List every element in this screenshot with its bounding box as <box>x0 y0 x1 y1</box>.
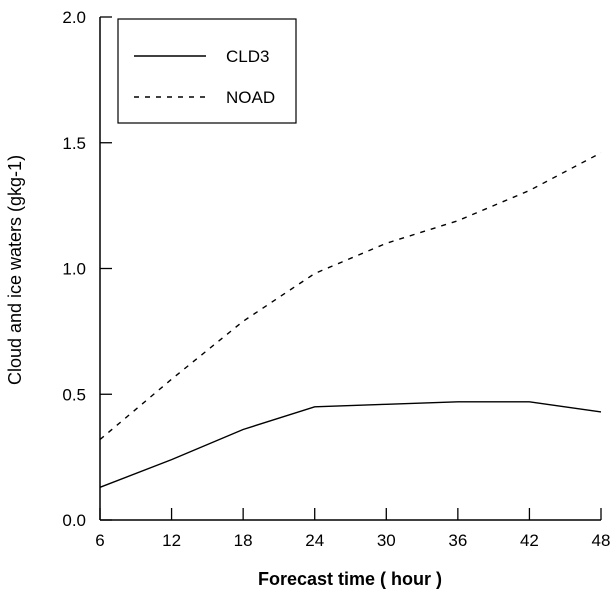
x-tick-label: 30 <box>377 531 396 550</box>
data-point-cld3 <box>385 404 387 406</box>
data-point-noad <box>385 243 387 245</box>
legend: CLD3 NOAD <box>117 18 297 124</box>
y-tick-label: 1.5 <box>62 134 86 153</box>
data-point-cld3 <box>242 429 244 431</box>
series-layer <box>99 152 602 488</box>
y-axis-ticks: 0.0 0.5 1.0 1.5 2.0 <box>62 8 112 530</box>
x-tick-label: 6 <box>95 531 104 550</box>
y-tick-label: 0.5 <box>62 385 86 404</box>
data-point-cld3 <box>171 459 173 461</box>
x-tick-label: 12 <box>162 531 181 550</box>
y-tick-label: 2.0 <box>62 8 86 27</box>
x-tick-label: 18 <box>234 531 253 550</box>
x-tick-label: 24 <box>305 531 324 550</box>
x-axis-title: Forecast time ( hour ) <box>258 569 442 589</box>
x-tick-label: 36 <box>448 531 467 550</box>
data-point-cld3 <box>314 406 316 408</box>
y-tick-label: 1.0 <box>62 260 86 279</box>
data-point-cld3 <box>99 487 101 489</box>
x-tick-label: 48 <box>592 531 611 550</box>
data-point-cld3 <box>457 401 459 403</box>
x-axis-ticks: 6 12 18 24 30 36 42 48 <box>95 508 610 550</box>
data-point-noad <box>529 190 531 192</box>
data-point-cld3 <box>529 401 531 403</box>
legend-label-noad: NOAD <box>226 88 275 107</box>
y-axis-title: Cloud and ice waters (gkg-1) <box>5 155 25 385</box>
legend-label-cld3: CLD3 <box>226 47 269 66</box>
series-line-noad <box>99 152 602 441</box>
data-point-noad <box>314 273 316 275</box>
data-point-noad <box>99 439 101 441</box>
legend-box <box>117 18 297 124</box>
y-tick-label: 0.0 <box>62 511 86 530</box>
x-tick-label: 42 <box>520 531 539 550</box>
data-point-noad <box>242 321 244 323</box>
data-point-cld3 <box>600 411 602 413</box>
series-line-cld3 <box>99 401 602 488</box>
data-point-noad <box>457 220 459 222</box>
data-point-noad <box>171 378 173 380</box>
data-point-noad <box>600 152 602 154</box>
